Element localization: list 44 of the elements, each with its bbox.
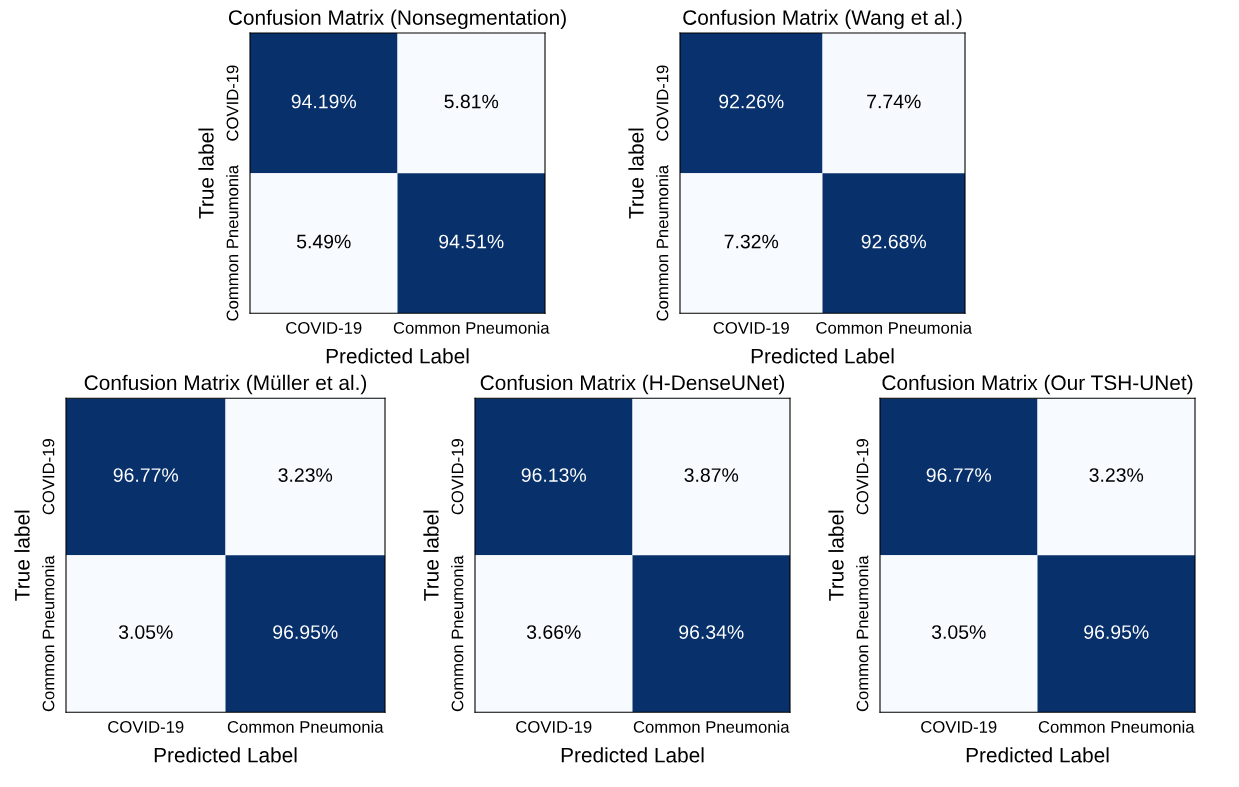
x-tick-label: COVID-19: [713, 322, 789, 334]
x-axis-title: Predicted Label: [154, 747, 297, 763]
data-label: 3.87%: [684, 468, 739, 482]
data-label: 3.66%: [526, 625, 581, 639]
x-axis-title: Predicted Label: [326, 348, 469, 364]
data-label: 5.81%: [444, 94, 499, 109]
x-tick-label: Common Pneumonia: [1038, 720, 1195, 733]
x-tick-label: Common Pneumonia: [816, 321, 973, 334]
data-label: 96.77%: [113, 468, 179, 482]
x-tick-label: COVID-19: [286, 322, 362, 334]
data-label: 3.23%: [1089, 468, 1144, 482]
chart-title: Confusion Matrix (Müller et al.): [84, 374, 367, 395]
x-tick-label: COVID-19: [516, 721, 592, 733]
x-axis-title: Predicted Label: [561, 747, 704, 763]
y-axis-title: True label: [628, 128, 644, 219]
data-label: 7.74%: [867, 94, 921, 109]
y-axis-title: True label: [828, 510, 844, 601]
data-label: 3.05%: [118, 625, 173, 639]
chart-title: Confusion Matrix (Our TSH-UNet): [882, 374, 1193, 395]
y-axis-title: True label: [198, 128, 214, 219]
data-label: 7.32%: [724, 234, 779, 249]
data-label: 3.05%: [931, 625, 986, 639]
data-label: 92.68%: [861, 234, 927, 249]
y-axis-title: True label: [14, 510, 30, 601]
data-label: 96.95%: [273, 625, 338, 639]
x-axis-title: Predicted Label: [966, 747, 1109, 763]
data-label: 94.51%: [439, 234, 504, 249]
y-axis-title: True label: [423, 510, 439, 601]
data-label: 96.13%: [521, 468, 587, 482]
data-label: 96.34%: [679, 625, 744, 639]
x-axis-title: Predicted Label: [751, 348, 894, 364]
x-tick-label: Common Pneumonia: [633, 720, 790, 733]
chart-title: Confusion Matrix (Wang et al.): [683, 9, 962, 30]
x-tick-label: COVID-19: [108, 721, 184, 733]
data-label: 96.95%: [1084, 625, 1149, 639]
data-label: 96.77%: [926, 468, 992, 482]
data-label: 94.19%: [291, 94, 357, 109]
x-tick-label: COVID-19: [921, 721, 997, 733]
data-label: 3.23%: [278, 468, 333, 482]
data-label: 5.49%: [296, 234, 351, 249]
x-tick-label: Common Pneumonia: [393, 321, 550, 334]
data-label: 92.26%: [719, 94, 784, 109]
chart-title: Confusion Matrix (H-DenseUNet): [480, 374, 785, 395]
chart-title: Confusion Matrix (Nonsegmentation): [228, 9, 566, 30]
